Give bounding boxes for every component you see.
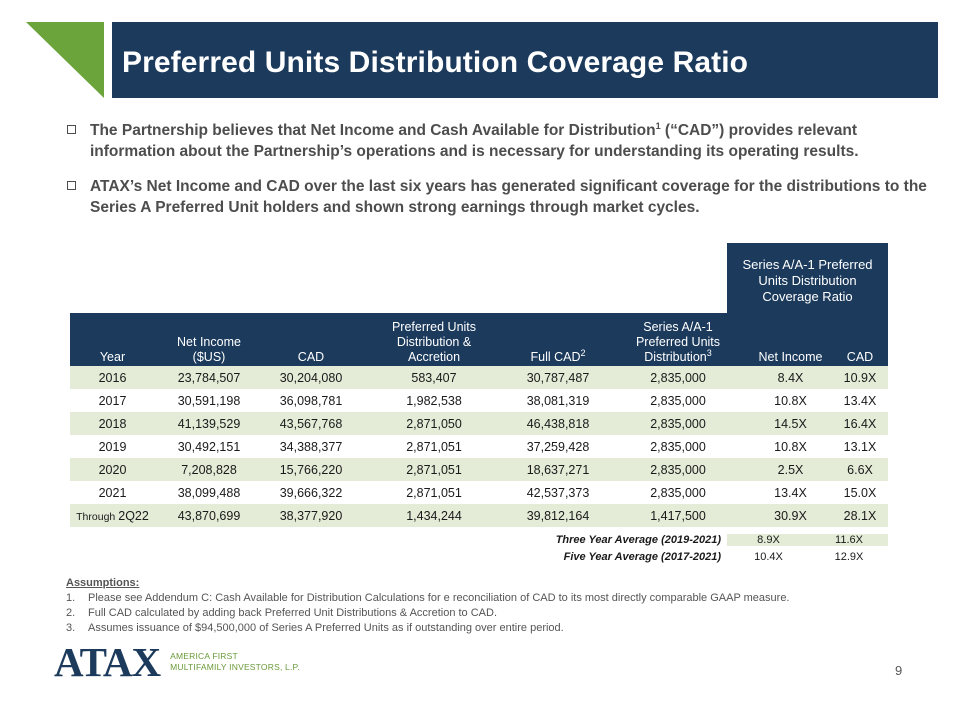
column-header-cad: CAD: [297, 350, 325, 364]
average-row: Three Year Average (2019-2021) 8.9X 11.6…: [70, 531, 888, 548]
coverage-table: Year Net Income ($US) CAD Preferred Unit…: [70, 313, 888, 527]
page-number: 9: [895, 663, 903, 678]
title-bar: Preferred Units Distribution Coverage Ra…: [112, 22, 938, 98]
bullet-item: The Partnership believes that Net Income…: [66, 120, 934, 162]
logo-wordmark: ATAX: [54, 639, 161, 685]
table-row: 2016 23,784,507 30,204,080 583,407 30,78…: [70, 366, 888, 389]
table-row: 2021 38,099,488 39,666,322 2,871,051 42,…: [98, 485, 877, 500]
company-logo: ATAX AMERICA FIRST MULTIFAMILY INVESTORS…: [54, 639, 300, 685]
coverage-ratio-group-header: Series A/A-1 Preferred Units Distributio…: [727, 243, 888, 313]
table-row: 2017 30,591,198 36,098,781 1,982,538 38,…: [98, 393, 877, 408]
page-title: Preferred Units Distribution Coverage Ra…: [122, 46, 749, 79]
table-row: Through 2Q22 43,870,699 38,377,920 1,434,…: [70, 504, 888, 527]
bullet-item: ATAX’s Net Income and CAD over the last …: [66, 176, 934, 218]
column-header-ratio-net-income: Net Income: [758, 350, 823, 364]
averages-block: Three Year Average (2019-2021) 8.9X 11.6…: [70, 531, 888, 565]
table-header-row: Year Net Income ($US) CAD Preferred Unit…: [70, 313, 888, 366]
average-row: Five Year Average (2017-2021) 10.4X 12.9…: [563, 550, 864, 563]
footnote: 1. Please see Addendum C: Cash Available …: [66, 592, 790, 604]
bullet-list: The Partnership believes that Net Income…: [66, 120, 934, 218]
footnote: 2. Full CAD calculated by adding back Pre…: [66, 607, 498, 619]
column-header-net-income: Net Income ($US): [177, 335, 241, 364]
column-header-ratio-cad: CAD: [846, 350, 874, 364]
column-header-full-cad: Full CAD2: [530, 347, 586, 364]
corner-accent-triangle: [26, 22, 104, 98]
table-row: 2020 7,208,828 15,766,220 2,871,051 18,6…: [70, 458, 888, 481]
table-row: 2018 41,139,529 43,567,768 2,871,050 46,…: [70, 412, 888, 435]
checkbox-bullet-icon: [67, 181, 76, 190]
column-header-series-distribution: Series A/A-1 Preferred Units Distributio…: [635, 320, 721, 364]
checkbox-bullet-icon: [67, 125, 76, 134]
footnote: 3. Assumes issuance of $94,500,000 of Ser…: [66, 622, 564, 634]
table-row: 2019 30,492,151 34,388,377 2,871,051 37,…: [98, 439, 877, 454]
column-header-preferred-distribution: Preferred Units Distribution & Accretion: [391, 320, 477, 364]
logo-subtitle: AMERICA FIRST MULTIFAMILY INVESTORS, L.P…: [170, 651, 300, 672]
assumptions-notes: Assumptions: 1. Please see Addendum C: Ca…: [66, 576, 926, 636]
column-header-year: Year: [99, 350, 126, 364]
assumptions-title: Assumptions:: [66, 577, 140, 589]
